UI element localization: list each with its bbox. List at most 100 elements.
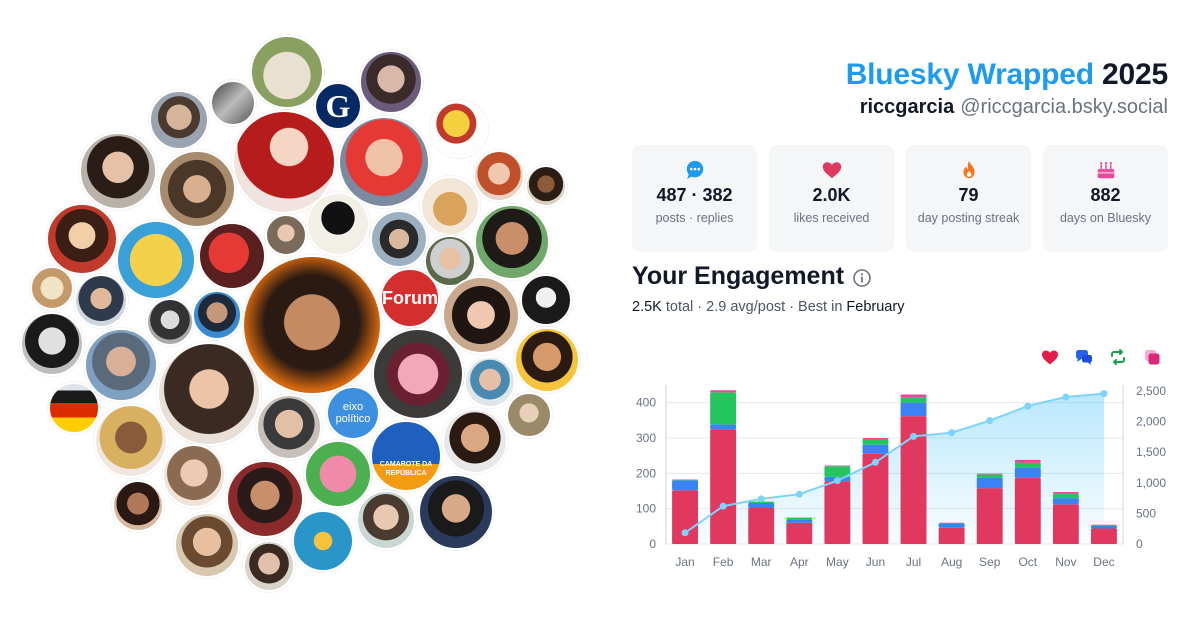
page-title: Bluesky Wrapped 2025 [846, 58, 1168, 92]
avatar [420, 176, 480, 236]
avatar [232, 110, 336, 214]
avatar [84, 328, 158, 402]
heart-icon [822, 162, 841, 179]
y-right-tick-label: 500 [1136, 506, 1156, 520]
avatar [520, 274, 572, 326]
bar-segment-quotes [710, 390, 737, 393]
avatar [174, 512, 240, 578]
avatar [338, 116, 430, 208]
stat-card-streak: 79 day posting streak [906, 145, 1031, 252]
x-tick-label: May [826, 555, 849, 569]
x-tick-label: Oct [1018, 555, 1037, 569]
cumulative-point [986, 417, 994, 425]
bar-segment-likes [1052, 504, 1079, 544]
user-handle[interactable]: @riccgarcia.bsky.social [960, 96, 1168, 118]
brand-title: Bluesky Wrapped [845, 58, 1094, 91]
avatar [256, 394, 322, 460]
avatar-cluster: G Forum eixo político CAMAROTE DA REPÚBL… [20, 35, 580, 592]
bar-segment-reposts [862, 439, 889, 445]
stat-card-likes: 2.0K likes received [769, 145, 894, 252]
x-tick-label: Aug [941, 555, 962, 569]
avatar [162, 444, 226, 508]
cumulative-point [681, 529, 689, 537]
stat-value: 882 [1090, 185, 1121, 205]
legend-quote-icon[interactable] [1142, 347, 1162, 367]
legend-repost-icon[interactable] [1108, 347, 1128, 367]
engagement-chart: 0 100 200 300 400 0 500 1,000 1,500 2,000 2,500 Jan… [636, 384, 1166, 569]
avatar [146, 298, 194, 346]
engagement-best-prefix: · Best in [785, 299, 847, 315]
avatar [442, 276, 520, 354]
legend-heart-icon[interactable] [1040, 347, 1060, 367]
bar-segment-replies [1052, 498, 1079, 505]
engagement-summary: 2.5K total · 2.9 avg/post · Best in Febr… [632, 299, 904, 315]
bar-segment-likes [1091, 528, 1117, 544]
stat-card-days: 882 days on Bluesky [1043, 145, 1168, 252]
avatar [473, 150, 525, 202]
bar-segment-quotes [1052, 492, 1079, 494]
bar-segment-quotes [900, 394, 927, 398]
info-icon[interactable] [852, 268, 872, 288]
stat-label: days on Bluesky [1059, 211, 1152, 225]
legend-replies-icon[interactable] [1074, 347, 1094, 367]
avatar [370, 210, 428, 268]
bar-segment-reposts [786, 517, 813, 520]
cumulative-area [685, 393, 1104, 544]
avatar [158, 150, 236, 228]
avatar [474, 204, 550, 280]
bar-segment-replies [710, 424, 737, 430]
bar-segment-reposts [710, 392, 737, 425]
stat-label: day posting streak [917, 211, 1020, 225]
avatar [198, 222, 266, 290]
avatar [306, 192, 370, 256]
bar-segment-quotes [862, 438, 889, 440]
stat-label: likes received [793, 211, 870, 225]
chat-bubble-icon [686, 160, 703, 179]
bar-segment-quotes [824, 465, 851, 467]
cumulative-point [910, 432, 918, 440]
x-tick-label: Mar [751, 555, 772, 569]
y-right-tick-label: 1,000 [1136, 476, 1166, 490]
cumulative-point [795, 490, 803, 498]
fire-icon [963, 160, 974, 179]
avatar [46, 203, 118, 275]
cumulative-point [757, 495, 765, 503]
x-tick-label: Feb [713, 555, 734, 569]
y-left-tick-label: 100 [636, 502, 656, 516]
avatar [242, 255, 382, 395]
bar-segment-reposts [1014, 462, 1041, 468]
bar-segment-likes [710, 429, 737, 544]
bar-segment-quotes [1014, 459, 1041, 463]
forum-logo-avatar: Forum [380, 268, 440, 328]
cumulative-point [871, 458, 879, 466]
bar-segment-replies [938, 523, 965, 528]
bar-segment-likes [976, 488, 1003, 544]
bar-segment-reposts [824, 466, 851, 477]
bar-segment-replies [900, 402, 927, 417]
bar-segment-replies [976, 477, 1003, 489]
bar-segment-replies [672, 480, 698, 491]
y-left-tick-label: 0 [649, 537, 656, 551]
y-left-tick-label: 400 [636, 396, 656, 410]
cumulative-line [684, 392, 1105, 534]
avatar [94, 404, 168, 478]
x-tick-label: Jul [906, 555, 921, 569]
cumulative-point [1024, 402, 1032, 410]
avatar [79, 132, 157, 210]
y-right-tick-label: 0 [1136, 537, 1143, 551]
username: riccgarcia [859, 96, 955, 118]
bar-segment-quotes [976, 473, 1003, 475]
bar-segment-likes [786, 522, 813, 544]
bar-segment-reposts [672, 479, 698, 481]
stat-label: posts · replies [655, 211, 734, 225]
avatar [112, 480, 164, 532]
eixo-politico-logo-avatar: eixo político [326, 386, 380, 440]
engagement-best-month: February [846, 299, 905, 315]
bar-segment-reposts [976, 474, 1003, 478]
cumulative-point [833, 477, 841, 485]
avatar [157, 342, 261, 446]
x-tick-label: Dec [1093, 555, 1114, 569]
bar-segment-replies [748, 503, 775, 508]
stat-value: 487 · 382 [656, 185, 733, 205]
bar-segment-likes [748, 507, 775, 544]
